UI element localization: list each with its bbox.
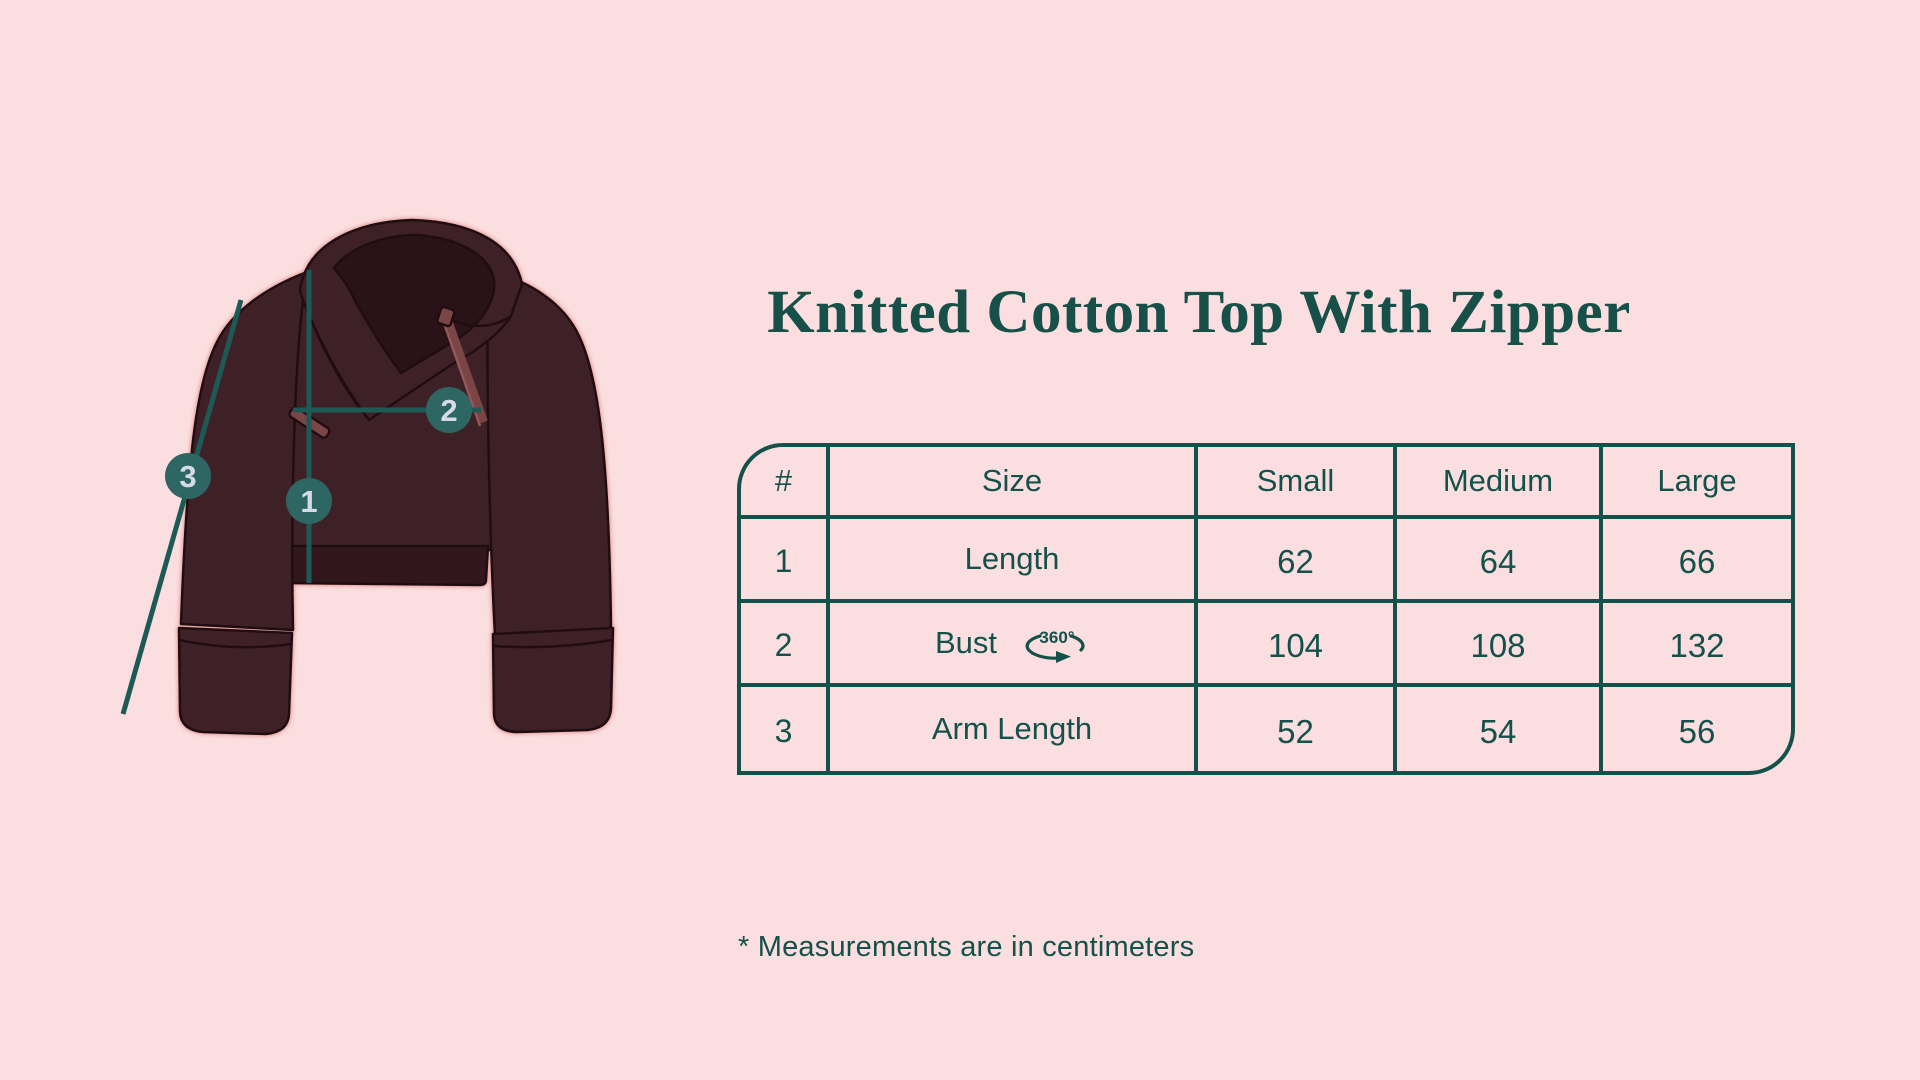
row-2-label: Bust (934, 625, 998, 660)
garment-right-cuff (491, 626, 615, 734)
measurement-overlay: 1 2 3 (120, 270, 481, 715)
row-2-large: 132 (1603, 603, 1791, 687)
garment-illustration (177, 218, 615, 736)
row-3-large: 56 (1678, 713, 1716, 750)
measurement-marker-3: 3 (165, 453, 211, 499)
measurements-note: * Measurements are in centimeters (738, 931, 1195, 963)
row-1-medium: 64 (1397, 519, 1603, 603)
row-2-small: 104 (1198, 603, 1397, 687)
row-1-large: 66 (1603, 519, 1791, 603)
garment-right-sleeve (486, 268, 613, 638)
row-1-small: 62 (1198, 519, 1397, 603)
row-3-number: 3 (741, 687, 830, 771)
garment-left-sleeve (179, 270, 309, 632)
row-1-label: Length (830, 519, 1198, 603)
row-2-number: 2 (741, 603, 830, 687)
col-header-large: Large (1603, 447, 1791, 519)
row-3-small: 52 (1198, 687, 1397, 771)
zipper-top-stop (436, 305, 456, 328)
garment-collar-edge (449, 314, 512, 328)
marker-1-number: 1 (300, 484, 317, 519)
rotation-360-label: 360° (1039, 628, 1074, 647)
measurement-marker-1: 1 (286, 478, 332, 524)
marker-2-number: 2 (440, 393, 457, 428)
measurement-line-arm-length (120, 299, 244, 715)
col-header-medium: Medium (1397, 447, 1603, 519)
row-2-label-cell: Bust 360° (830, 603, 1198, 687)
row-1-number: 1 (741, 519, 830, 603)
col-header-size: Size (830, 447, 1198, 519)
col-header-small: Small (1198, 447, 1397, 519)
rotation-360-icon: 360° (1025, 628, 1085, 663)
measurement-marker-2: 2 (426, 387, 472, 433)
row-2-medium: 108 (1397, 603, 1603, 687)
row-3-medium: 54 (1397, 687, 1603, 771)
garment-left-cuff-fold (178, 638, 292, 649)
garment-diagram: 1 2 3 (120, 218, 615, 736)
row-3-label: Arm Length (830, 687, 1198, 771)
marker-3-number: 3 (179, 459, 196, 494)
size-table: # Size Small Medium Large 1 Length 62 64… (737, 443, 1795, 775)
garment-left-cuff (177, 626, 294, 736)
garment-right-cuff-fold (492, 638, 613, 649)
page-title: Knitted Cotton Top With Zipper (767, 279, 1631, 346)
col-header-number: # (741, 447, 830, 519)
zipper-line (444, 318, 488, 424)
